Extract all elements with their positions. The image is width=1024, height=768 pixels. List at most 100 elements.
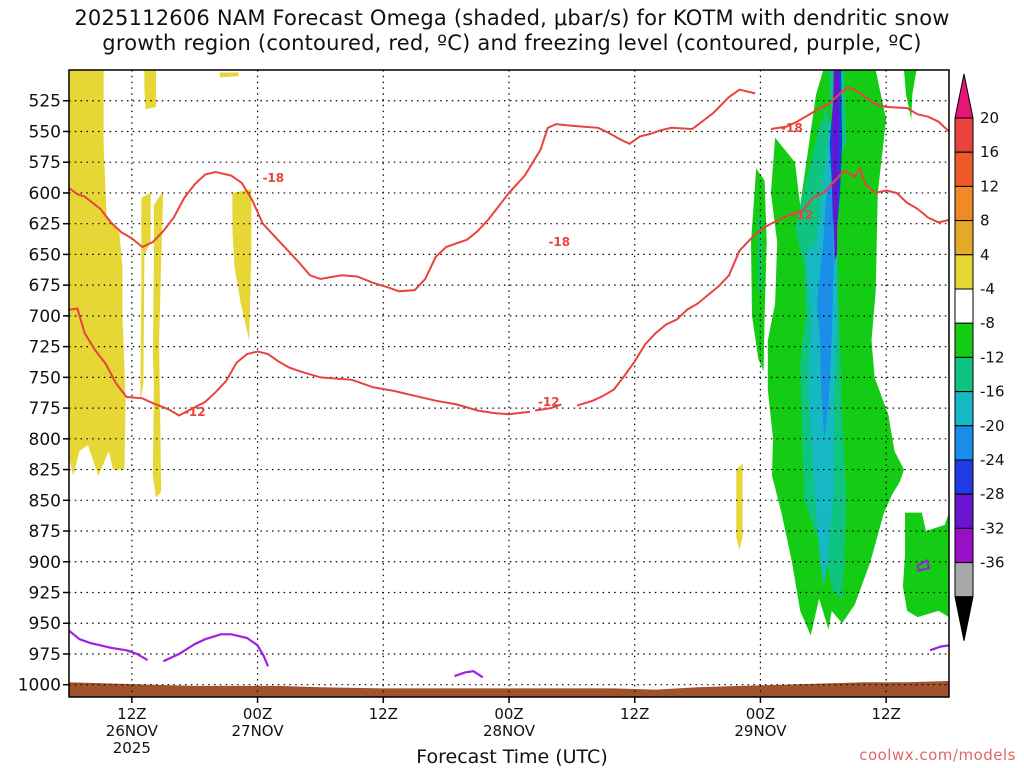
contour-minus12: [576, 166, 949, 407]
surface-fill: [69, 681, 949, 697]
contour-freezing-level: [454, 670, 484, 679]
y-tick-label: 900: [29, 553, 61, 573]
colorbar-label: -12: [980, 348, 1005, 366]
x-tick-label: 29NOV: [734, 722, 787, 740]
y-tick-label: 525: [29, 92, 61, 112]
colorbar: 20 16 12 8 4 -4 -8 -12 -16 -20 -24 -28 -32 -36: [954, 73, 1005, 641]
title-line-2: growth region (contoured, red, ºC) and f…: [102, 31, 922, 55]
grid-lines: [69, 70, 949, 697]
y-tick-label: 825: [29, 461, 61, 481]
x-tick-label: 00Z: [243, 705, 272, 723]
chart-title: 2025112606 NAM Forecast Omega (shaded, μ…: [0, 6, 1024, 56]
colorbar-swatch: [954, 322, 974, 358]
colorbar-label: -8: [980, 314, 995, 332]
colorbar-swatch: [954, 117, 974, 153]
colorbar-label: -28: [980, 485, 1005, 503]
terrain-surface: [69, 681, 949, 697]
y-tick-label: 875: [29, 522, 61, 542]
x-axis-title: Forecast Time (UTC): [416, 746, 608, 768]
omega-region-4: [69, 70, 126, 476]
omega-region-4: [736, 463, 743, 550]
omega-region--16: [817, 180, 834, 439]
colorbar-swatch: [954, 151, 974, 187]
contour-label-minus18: -18: [548, 235, 570, 249]
colorbar-swatch: [954, 562, 974, 598]
colorbar-swatch: [954, 356, 974, 393]
x-tick-label: 00Z: [494, 705, 523, 723]
colorbar-label: 8: [980, 212, 990, 230]
y-tick-label: 1000: [18, 676, 61, 696]
x-tick-label: 28NOV: [483, 722, 536, 740]
colorbar-swatch: [954, 220, 974, 256]
colorbar-label: -32: [980, 519, 1005, 537]
y-tick-label: 750: [29, 368, 61, 388]
y-tick-label: 650: [29, 245, 61, 265]
title-line-1: 2025112606 NAM Forecast Omega (shaded, μ…: [74, 6, 950, 30]
y-tick-label: 775: [29, 399, 61, 419]
colorbar-swatch: [954, 493, 974, 529]
colorbar-label: 16: [980, 143, 999, 161]
x-tick-label: 12Z: [369, 705, 398, 723]
x-tick-label: 2025: [113, 739, 151, 757]
x-tick-label: 12Z: [620, 705, 649, 723]
colorbar-label: -4: [980, 280, 995, 298]
omega-region-4: [219, 72, 239, 78]
contour-minus18: [69, 88, 756, 293]
contour-minus12: [69, 307, 531, 417]
contour-label-minus18: -18: [781, 121, 803, 135]
contour-minus12: [535, 403, 562, 412]
contour-label-minus12: -12: [184, 405, 206, 419]
x-tick-label: 12Z: [871, 705, 900, 723]
omega-region-4: [144, 70, 156, 110]
colorbar-label: -16: [980, 383, 1005, 401]
omega-region-4: [152, 190, 164, 498]
contour-label-minus12: -12: [791, 208, 813, 222]
contour-freezing-level: [916, 558, 931, 572]
colorbar-label: 4: [980, 246, 990, 264]
x-tick-label: 27NOV: [232, 722, 285, 740]
contour-label-minus12: -12: [538, 395, 560, 409]
omega-region--24: [832, 70, 839, 261]
colorbar-swatch: [954, 254, 974, 290]
x-tick-label: 26NOV: [106, 722, 159, 740]
colorbar-swatch: [954, 527, 974, 564]
omega-region--4: [904, 70, 917, 120]
colorbar-top-arrow: [954, 73, 974, 119]
omega-region--4: [902, 512, 949, 618]
x-tick-label: 12Z: [117, 705, 146, 723]
colorbar-label: -24: [980, 451, 1005, 469]
omega-region-4: [232, 189, 252, 341]
contour-minus18: [770, 86, 949, 133]
colorbar-label: 12: [980, 177, 999, 195]
colorbar-swatch: [954, 459, 974, 495]
y-tick-label: 800: [29, 430, 61, 450]
y-tick-label: 850: [29, 491, 61, 511]
colorbar-swatch: [954, 391, 974, 427]
colorbar-label: 20: [980, 109, 999, 127]
y-tick-label: 925: [29, 584, 61, 604]
contour-freezing-level: [69, 629, 149, 662]
y-tick-label: 675: [29, 276, 61, 296]
omega-shading: [69, 70, 949, 636]
credit-text: coolwx.com/models: [859, 746, 1016, 764]
y-tick-label: 975: [29, 645, 61, 665]
y-tick-label: 625: [29, 215, 61, 235]
colorbar-label: -36: [980, 554, 1005, 572]
colorbar-swatch: [954, 425, 974, 461]
y-tick-label: 700: [29, 307, 61, 327]
x-tick-label: 00Z: [746, 705, 775, 723]
y-tick-label: 575: [29, 153, 61, 173]
colorbar-swatch: [954, 185, 974, 222]
y-axis: 525 550 575 600 625 650 675 700 725 750 775 800 825 8…: [18, 92, 69, 696]
colorbar-bottom-arrow: [954, 596, 974, 641]
colorbar-swatch: [954, 288, 974, 324]
contour-freezing-level: [162, 633, 270, 667]
y-tick-label: 725: [29, 338, 61, 358]
colorbar-label: -20: [980, 417, 1005, 435]
y-tick-label: 550: [29, 122, 61, 142]
contour-freezing-level: [929, 644, 949, 652]
contour-lines: -18 -18 -18 -12 -12 -12: [69, 86, 949, 679]
y-tick-label: 600: [29, 184, 61, 204]
